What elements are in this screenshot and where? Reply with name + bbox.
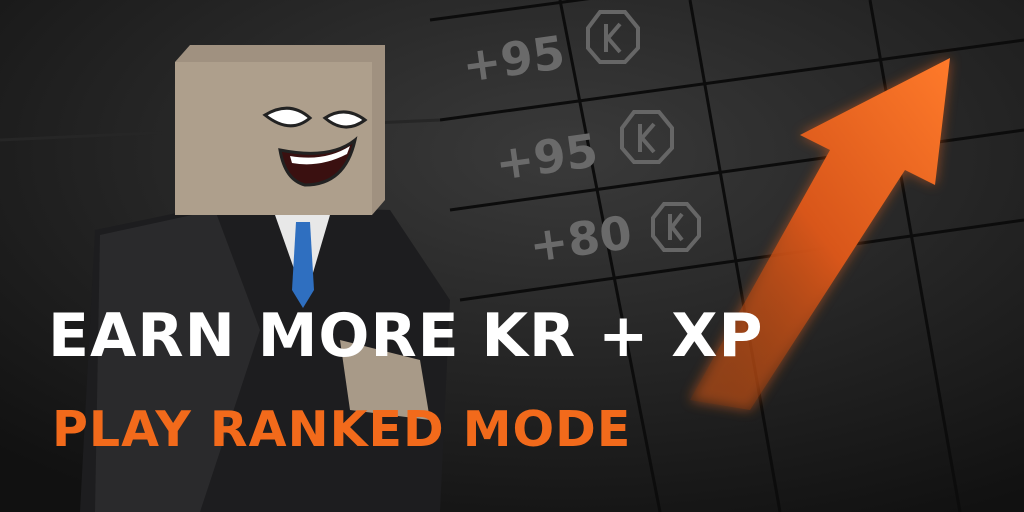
coin-icons	[586, 10, 701, 252]
rising-arrow	[690, 58, 950, 410]
headline: EARN MORE KR + XP	[48, 301, 764, 371]
subheadline: PLAY RANKED MODE	[52, 401, 631, 458]
character	[80, 45, 450, 512]
